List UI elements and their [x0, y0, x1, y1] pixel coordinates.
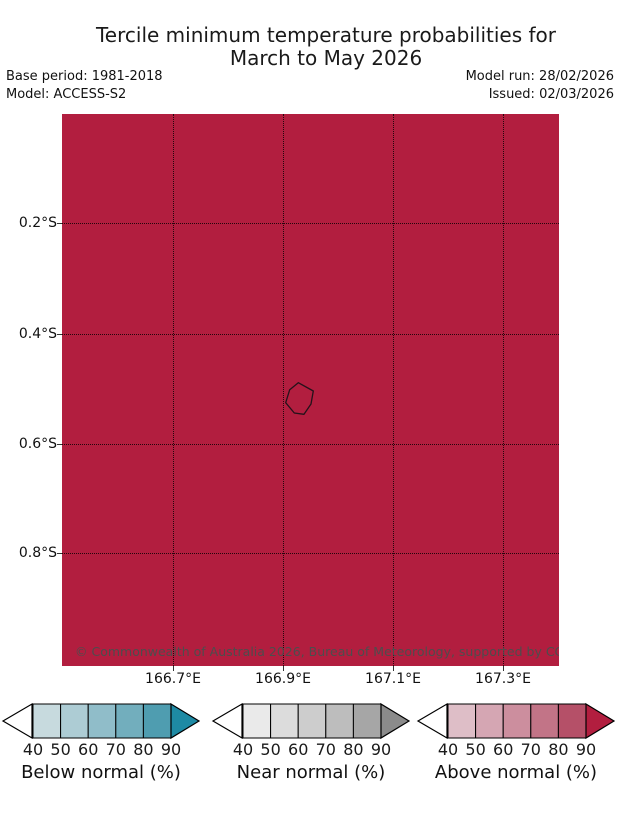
colorbar-left-arrow	[1, 702, 33, 740]
colorbar-tick: 90	[371, 740, 391, 759]
model-run-label: Model run: 28/02/2026	[465, 69, 614, 84]
colorbar-tick: 40	[23, 740, 43, 759]
colorbar-segment	[115, 703, 144, 739]
colorbar-label-near-normal: Near normal (%)	[236, 762, 386, 783]
colorbar-tick: 80	[133, 740, 153, 759]
x-tickmark	[393, 666, 394, 671]
colorbar-tick: 50	[260, 740, 280, 759]
chart-title-line2: March to May 2026	[229, 46, 423, 70]
colorbar-tick: 90	[576, 740, 596, 759]
colorbar-below-normal: 40 50 60 70 80 90	[1, 702, 201, 759]
base-period-label: Base period: 1981-2018	[6, 69, 163, 84]
y-tickmark	[57, 444, 62, 445]
colorbar-left-arrow	[416, 702, 448, 740]
colorbar-tick: 70	[521, 740, 541, 759]
colorbar-right-arrow	[380, 702, 411, 740]
colorbar-tick: 40	[438, 740, 458, 759]
colorbar-tick: 50	[50, 740, 70, 759]
colorbar-tick: 40	[233, 740, 253, 759]
y-tickmark	[57, 334, 62, 335]
x-tickmark	[503, 666, 504, 671]
map-canvas	[62, 114, 559, 666]
nauru-coastline-outline	[285, 382, 314, 415]
colorbar-segment	[530, 703, 559, 739]
chart-title-line1: Tercile minimum temperature probabilitie…	[95, 23, 557, 47]
colorbar-segment	[32, 703, 62, 739]
chart-title: Tercile minimum temperature probabilitie…	[31, 24, 621, 70]
colorbar-segment	[142, 703, 172, 739]
colorbar-tick: 50	[465, 740, 485, 759]
x-tick-label-166.9E: 166.9°E	[255, 671, 311, 687]
colorbar-label-above-normal: Above normal (%)	[434, 762, 598, 783]
colorbar-segment	[475, 703, 504, 739]
colorbar-right-arrow	[170, 702, 201, 740]
colorbar-segment	[242, 703, 272, 739]
copyright-text: © Commonwealth of Australia 2026, Bureau…	[75, 644, 559, 659]
colorbar-tick: 80	[548, 740, 568, 759]
colorbar-tick: 80	[343, 740, 363, 759]
colorbar-segment	[325, 703, 354, 739]
colorbar-tick: 70	[316, 740, 336, 759]
colorbar-segment	[270, 703, 299, 739]
y-tick-label-0.4S: 0.4°S	[18, 326, 57, 342]
colorbar-segment	[60, 703, 89, 739]
colorbar-right-arrow	[585, 702, 616, 740]
model-label: Model: ACCESS-S2	[6, 87, 127, 102]
colorbar-left-arrow	[211, 702, 243, 740]
x-tick-label-167.1E: 167.1°E	[365, 671, 421, 687]
colorbar-segment	[502, 703, 532, 739]
colorbar-near-normal: 40 50 60 70 80 90	[211, 702, 411, 759]
metadata-right: Model run: 28/02/2026 Issued: 02/03/2026	[466, 68, 614, 104]
y-tickmark	[57, 553, 62, 554]
colorbar-tick: 60	[493, 740, 513, 759]
colorbar-tick: 70	[106, 740, 126, 759]
colorbar-tick: 60	[78, 740, 98, 759]
y-tick-label-0.8S: 0.8°S	[18, 545, 57, 561]
y-tick-label-0.2S: 0.2°S	[18, 215, 57, 231]
x-tick-label-166.7E: 166.7°E	[145, 671, 201, 687]
colorbar-label-below-normal: Below normal (%)	[21, 762, 181, 783]
colorbar-segment	[447, 703, 477, 739]
colorbar-segment	[87, 703, 117, 739]
y-tick-label-0.6S: 0.6°S	[18, 436, 57, 452]
colorbar-segment	[557, 703, 587, 739]
issued-label: Issued: 02/03/2026	[488, 87, 614, 102]
x-tickmark	[283, 666, 284, 671]
x-tick-label-167.3E: 167.3°E	[475, 671, 531, 687]
y-tickmark	[57, 223, 62, 224]
metadata-left: Base period: 1981-2018 Model: ACCESS-S2	[6, 68, 163, 104]
colorbar-tick: 90	[161, 740, 181, 759]
colorbar-segment	[297, 703, 327, 739]
colorbar-above-normal: 40 50 60 70 80 90	[416, 702, 616, 759]
colorbar-tick: 60	[288, 740, 308, 759]
map-area: © Commonwealth of Australia 2026, Bureau…	[62, 114, 559, 666]
colorbar-segment	[352, 703, 382, 739]
x-tickmark	[173, 666, 174, 671]
